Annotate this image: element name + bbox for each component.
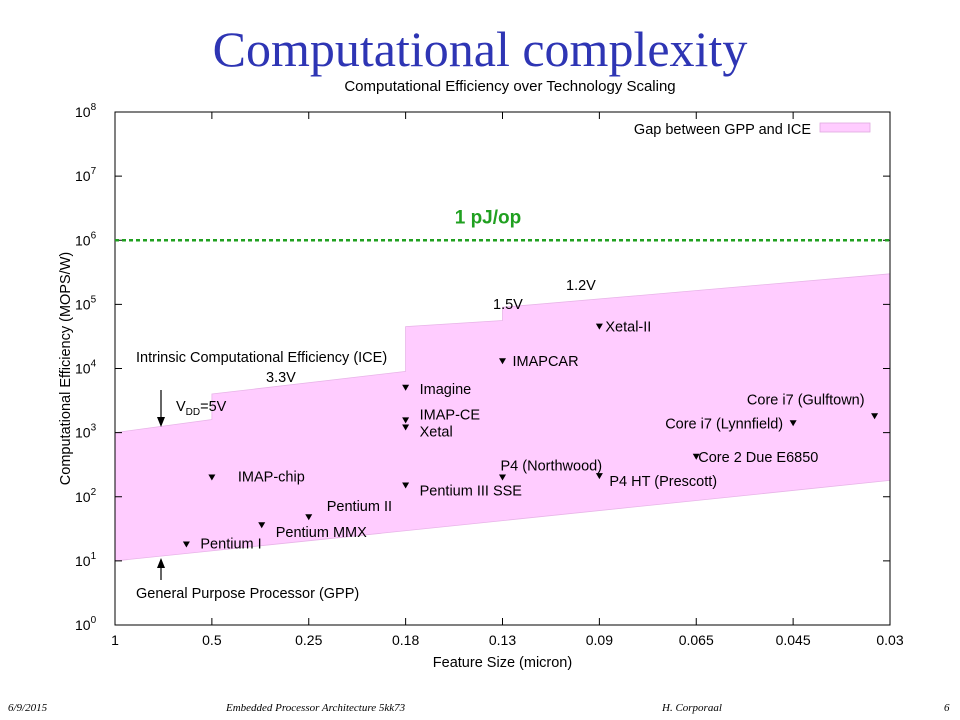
ice-annotation: Intrinsic Computational Efficiency (ICE) (136, 350, 387, 366)
data-label-12: Core 2 Due E6850 (698, 450, 818, 466)
data-point-0 (182, 541, 190, 548)
footer-page: 6 (944, 702, 950, 714)
data-point-9 (499, 474, 506, 481)
footer-author: H. Corporaal (662, 702, 722, 714)
data-label-13: Core i7 (Lynnfield) (665, 416, 783, 432)
y-tick-label-7: 107 (75, 166, 97, 184)
vdd-annotation: VDD=5V (176, 399, 227, 418)
x-tick-label-1: 0.5 (202, 632, 222, 648)
data-label-10: Xetal-II (605, 320, 651, 336)
x-tick-label-3: 0.18 (392, 632, 419, 648)
y-axis-title: Computational Efficiency (MOPS/W) (58, 252, 74, 485)
data-point-11 (595, 473, 603, 480)
data-label-9: P4 (Northwood) (501, 458, 603, 474)
y-tick-label-8: 108 (75, 102, 97, 120)
data-label-7: Xetal (420, 425, 453, 441)
data-point-14 (871, 413, 879, 420)
voltage-label-1v2: 1.2V (566, 278, 596, 294)
data-label-8: IMAPCAR (513, 354, 579, 370)
x-tick-label-4: 0.13 (489, 632, 516, 648)
x-tick-label-0: 1 (111, 632, 119, 648)
data-point-10 (595, 323, 603, 330)
data-label-4: Pentium III SSE (420, 483, 523, 499)
data-point-13 (789, 420, 797, 427)
data-point-8 (499, 358, 506, 365)
data-point-5 (402, 384, 410, 391)
y-tick-label-6: 106 (75, 230, 97, 248)
data-point-7 (402, 424, 410, 431)
data-point-12 (692, 453, 700, 460)
chart-title: Computational Efficiency over Technology… (344, 78, 676, 95)
footer-course: Embedded Processor Architecture 5kk73 (226, 702, 406, 714)
x-tick-label-2: 0.25 (295, 632, 322, 648)
data-label-3: Pentium II (327, 499, 392, 515)
legend-label: Gap between GPP and ICE (634, 122, 811, 138)
ice-arrowhead (157, 417, 165, 427)
x-tick-label-8: 0.03 (876, 632, 903, 648)
x-axis-title: Feature Size (micron) (433, 655, 572, 671)
voltage-label-3v3: 3.3V (266, 370, 296, 386)
y-tick-label-0: 100 (75, 615, 97, 633)
reference-line-label: 1 pJ/op (455, 207, 522, 228)
x-tick-label-7: 0.045 (776, 632, 811, 648)
data-point-3 (305, 514, 313, 521)
data-point-4 (402, 482, 410, 489)
y-tick-label-1: 101 (75, 551, 97, 569)
data-label-1: IMAP-chip (238, 469, 305, 485)
gap-band (114, 273, 891, 562)
y-tick-label-4: 104 (75, 359, 97, 377)
data-label-5: Imagine (420, 382, 472, 398)
data-point-6 (402, 417, 410, 424)
data-label-0: Pentium I (200, 537, 261, 553)
data-point-2 (258, 522, 266, 529)
y-tick-label-5: 105 (75, 294, 97, 312)
x-tick-label-6: 0.065 (679, 632, 714, 648)
slide-title: Computational complexity (212, 21, 748, 77)
voltage-label-1v5: 1.5V (493, 297, 523, 313)
y-tick-label-2: 102 (75, 487, 97, 505)
legend-swatch (819, 122, 871, 133)
gpp-arrowhead (157, 558, 165, 568)
y-tick-label-3: 103 (75, 423, 97, 441)
data-point-1 (208, 474, 216, 481)
gpp-annotation: General Purpose Processor (GPP) (136, 586, 359, 602)
data-label-14: Core i7 (Gulftown) (747, 392, 865, 408)
data-label-2: Pentium MMX (276, 525, 367, 541)
x-tick-label-5: 0.09 (586, 632, 613, 648)
data-label-6: IMAP-CE (420, 407, 481, 423)
data-label-11: P4 HT (Prescott) (609, 474, 717, 490)
footer-date: 6/9/2015 (8, 702, 48, 714)
